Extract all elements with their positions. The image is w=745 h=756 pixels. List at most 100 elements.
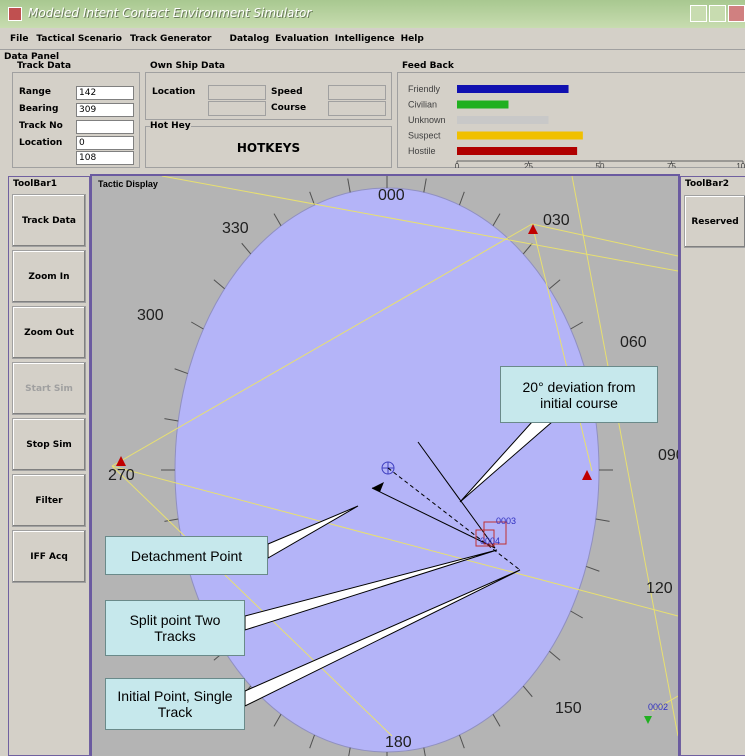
yellow-lines <box>111 176 678 737</box>
field-label: Speed <box>271 87 303 97</box>
bearing-tick <box>273 213 282 227</box>
bearing-tick <box>570 321 583 330</box>
menu-item[interactable]: Datalog <box>229 34 270 44</box>
display-title: Tactic Display <box>98 179 158 189</box>
bearing-label: 000 <box>378 187 405 204</box>
bearing-tick <box>174 368 188 375</box>
speed-field <box>328 85 386 100</box>
divider <box>0 49 745 50</box>
bearing-tick <box>213 279 225 290</box>
panel-title: Data Panel <box>4 52 60 62</box>
hotkeys-box: Hot Hey HOTKEYS <box>145 121 392 168</box>
bearing-tick <box>241 242 252 255</box>
callout: Split point Two Tracks <box>105 600 245 656</box>
bearing-tick <box>595 518 610 522</box>
bar <box>457 116 549 124</box>
bearing-label: 300 <box>137 307 164 324</box>
toolbar-button[interactable]: IFF Acq <box>12 530 86 583</box>
window-title: Modeled Intent Contact Environment Simul… <box>28 6 312 20</box>
callout: Initial Point, Single Track <box>105 678 245 730</box>
bearing-tick <box>549 650 561 661</box>
bearing-label: 090 <box>658 447 678 464</box>
track-data-box: Track Data Range 142 Bearing 309 Track N… <box>12 61 140 168</box>
callout: 20° deviation from initial course <box>500 366 658 423</box>
feedback-box: Feed Back <box>397 61 745 168</box>
bar-label: Suspect <box>408 131 441 141</box>
track-label: 0003 <box>496 516 516 526</box>
bearing-label: 180 <box>385 734 412 751</box>
toolbar-button[interactable]: Stop Sim <box>12 418 86 471</box>
x-tick-label: 0 <box>455 162 460 168</box>
group-title: Feed Back <box>402 61 454 71</box>
callout-pointers <box>244 421 554 707</box>
menu-item[interactable]: Track Generator <box>129 34 212 44</box>
menu-bar: File Tactical Scenario Track Generator Data… <box>0 34 745 48</box>
maximize-button[interactable] <box>709 5 726 22</box>
hotkeys-button[interactable]: HOTKEYS <box>236 141 301 155</box>
course-field <box>328 101 386 116</box>
app-icon <box>8 7 22 21</box>
bearing-label: 060 <box>620 334 647 351</box>
track-box <box>483 521 507 545</box>
close-button[interactable] <box>728 5 745 22</box>
callout: Detachment Point <box>105 536 268 575</box>
bearing-label: 150 <box>555 700 582 717</box>
toolbar-button[interactable]: Zoom In <box>12 250 86 303</box>
location-field <box>208 101 266 116</box>
minimize-button[interactable] <box>690 5 707 22</box>
reserved-button[interactable]: Reserved <box>684 195 745 248</box>
group-title: Own Ship Data <box>150 61 225 71</box>
bar <box>457 85 569 93</box>
location-input[interactable]: 0 <box>76 136 134 150</box>
location-input[interactable]: 108 <box>76 151 134 165</box>
field-label: Location <box>152 87 196 97</box>
bearing-tick <box>423 747 426 756</box>
toolbar-title: ToolBar2 <box>685 179 730 189</box>
menu-item[interactable]: File <box>10 34 29 44</box>
field-label: Course <box>271 103 307 113</box>
bearing-tick <box>348 747 351 756</box>
bearing-tick <box>191 321 204 330</box>
toolbar2: ToolBar2 Reserved <box>680 176 745 756</box>
x-tick-label: 100 <box>736 162 745 168</box>
bar-label: Civilian <box>408 100 437 110</box>
own-ship-box: Own Ship Data Location Speed Course <box>145 61 392 120</box>
menu-item[interactable]: Intelligence <box>334 34 395 44</box>
bar-label: Friendly <box>408 84 441 94</box>
bearing-tick <box>492 213 501 227</box>
bearing-tick <box>273 713 282 727</box>
bearing-label: 120 <box>646 580 673 597</box>
field-label: Track No <box>19 121 63 131</box>
toolbar-button[interactable]: Zoom Out <box>12 306 86 359</box>
field-label: Bearing <box>19 104 59 114</box>
track-no-input[interactable] <box>76 120 134 134</box>
bar-label: Unknown <box>408 115 446 125</box>
toolbar-button[interactable]: Start Sim <box>12 362 86 415</box>
bearing-tick <box>570 610 583 619</box>
arrow-head <box>372 482 384 492</box>
bar-label: Hostile <box>408 146 436 156</box>
toolbar-button[interactable]: Filter <box>12 474 86 527</box>
x-tick-label: 50 <box>596 162 605 168</box>
menu-item[interactable]: Tactical Scenario <box>36 34 122 44</box>
menu-item[interactable]: Help <box>400 34 424 44</box>
hostile-marker <box>528 224 538 234</box>
title-bar: Modeled Intent Contact Environment Simul… <box>0 0 745 28</box>
toolbar-button[interactable]: Track Data <box>12 194 86 247</box>
bearing-tick <box>522 685 533 698</box>
bearing-label: 270 <box>108 467 135 484</box>
hostile-marker <box>116 456 126 466</box>
bearing-tick <box>309 191 315 206</box>
toolbar-title: ToolBar1 <box>13 179 58 189</box>
bar <box>457 131 583 140</box>
range-input[interactable]: 142 <box>76 86 134 100</box>
field-label: Range <box>19 87 51 97</box>
bearing-input[interactable]: 309 <box>76 103 134 117</box>
menu-item[interactable]: Evaluation <box>275 34 329 44</box>
bearing-label: 330 <box>222 220 249 237</box>
friendly-marker <box>644 716 652 724</box>
tactic-display: 000 030 060 090 120 150 180 270 300 330 0003 0004… <box>90 174 680 756</box>
bearing-tick <box>459 734 465 749</box>
bar <box>457 147 578 155</box>
